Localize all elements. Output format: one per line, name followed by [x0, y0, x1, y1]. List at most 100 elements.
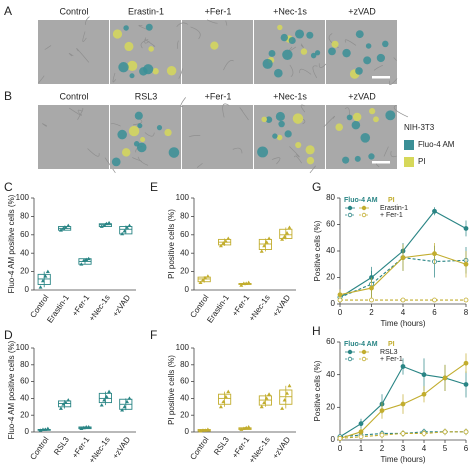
stained-cell: [360, 133, 371, 143]
data-point: [107, 220, 112, 225]
x-tick-label: +Fer-1: [70, 293, 91, 318]
data-point: [226, 389, 231, 394]
stained-cell: [369, 108, 376, 115]
cell-outline: [112, 72, 117, 83]
cell-outline: [137, 156, 149, 166]
data-point: [63, 400, 68, 404]
data-point: [262, 400, 267, 404]
data-point: [463, 429, 469, 435]
data-point: [127, 223, 132, 227]
micrograph: [38, 105, 109, 169]
data-point: [218, 243, 223, 248]
cell-outline: [289, 146, 300, 158]
data-point: [280, 406, 285, 410]
data-point: [43, 274, 48, 278]
legend-header: PI: [388, 197, 395, 204]
y-tick-label: 20: [180, 267, 189, 276]
image-label: RSL3: [135, 91, 158, 101]
cell-outline: [196, 162, 203, 168]
data-point: [107, 389, 112, 394]
data-point: [246, 424, 251, 429]
data-point: [267, 392, 272, 396]
y-tick-label: 0: [185, 427, 190, 436]
stained-cell: [280, 33, 288, 42]
data-point: [86, 424, 91, 429]
stained-cell: [140, 137, 146, 143]
image-label: Control: [59, 6, 88, 16]
x-tick-label: +zVAD: [271, 293, 293, 318]
data-point: [63, 225, 68, 229]
y-tick-label: 60: [180, 377, 189, 386]
stained-cell: [128, 125, 140, 137]
stained-cell: [124, 41, 134, 52]
stained-cell: [168, 147, 180, 158]
data-point: [244, 281, 249, 285]
stained-cell: [148, 46, 154, 52]
legend-label: Erastin-1: [380, 205, 408, 212]
data-point: [259, 404, 264, 409]
y-tick-label: 0: [25, 285, 30, 294]
data-point: [120, 231, 125, 236]
y-tick-label: 100: [176, 193, 190, 202]
cell-outline: [222, 103, 230, 118]
data-point: [38, 285, 43, 289]
stained-cell: [368, 153, 375, 160]
data-point: [81, 258, 86, 262]
cell-outline: [138, 24, 147, 30]
data-point: [127, 396, 132, 400]
y-axis-label: Fluo-4 AM positive cells (%): [7, 340, 16, 439]
stained-cell: [261, 116, 268, 123]
stained-cell: [275, 111, 285, 122]
data-point: [205, 274, 210, 278]
micrograph: [326, 20, 397, 84]
scale-bar: [372, 161, 390, 164]
data-point: [282, 234, 287, 239]
x-tick-label: 4: [401, 308, 406, 317]
image-label: +zVAD: [348, 91, 376, 101]
cell-outline: [144, 38, 156, 47]
data-point: [122, 229, 127, 233]
legend-label: + Fer-1: [380, 212, 403, 219]
x-tick-label: 6: [464, 444, 469, 453]
data-point: [61, 402, 66, 406]
x-axis-label: Time (hours): [380, 455, 425, 464]
y-tick-label: 40: [326, 246, 335, 255]
data-point: [358, 421, 364, 427]
box: [258, 238, 272, 250]
micrograph: [182, 105, 253, 169]
data-point: [125, 399, 130, 404]
stained-cell: [145, 23, 153, 31]
panel-letter: A: [4, 4, 12, 18]
stained-cell: [268, 49, 276, 57]
stained-cell: [363, 56, 372, 65]
stained-cell: [306, 156, 315, 165]
stained-cell: [295, 29, 305, 39]
stained-cell: [351, 120, 361, 130]
stained-cell: [331, 40, 339, 48]
data-point: [432, 208, 437, 214]
data-point: [463, 382, 469, 387]
stained-cell: [300, 48, 308, 55]
panel-letter: G: [312, 180, 321, 194]
data-point: [239, 283, 244, 287]
data-point: [432, 297, 437, 303]
stained-cell: [111, 157, 121, 167]
data-point: [221, 241, 226, 245]
data-point: [205, 427, 210, 431]
y-tick-label: 20: [180, 410, 189, 419]
cell-outline: [190, 26, 201, 40]
cell-outline: [223, 60, 234, 71]
data-point: [203, 276, 208, 280]
stained-cell: [272, 133, 278, 139]
cell-outline: [144, 132, 155, 137]
panel-letter: D: [4, 328, 13, 342]
cell-outline: [390, 151, 397, 158]
stained-cell: [365, 43, 372, 49]
x-axis-label: Time (hours): [380, 319, 425, 328]
cell-outline: [132, 156, 142, 162]
data-point: [264, 240, 269, 244]
x-tick-label: 0: [338, 444, 343, 453]
data-point: [421, 431, 427, 436]
data-point: [40, 278, 45, 283]
